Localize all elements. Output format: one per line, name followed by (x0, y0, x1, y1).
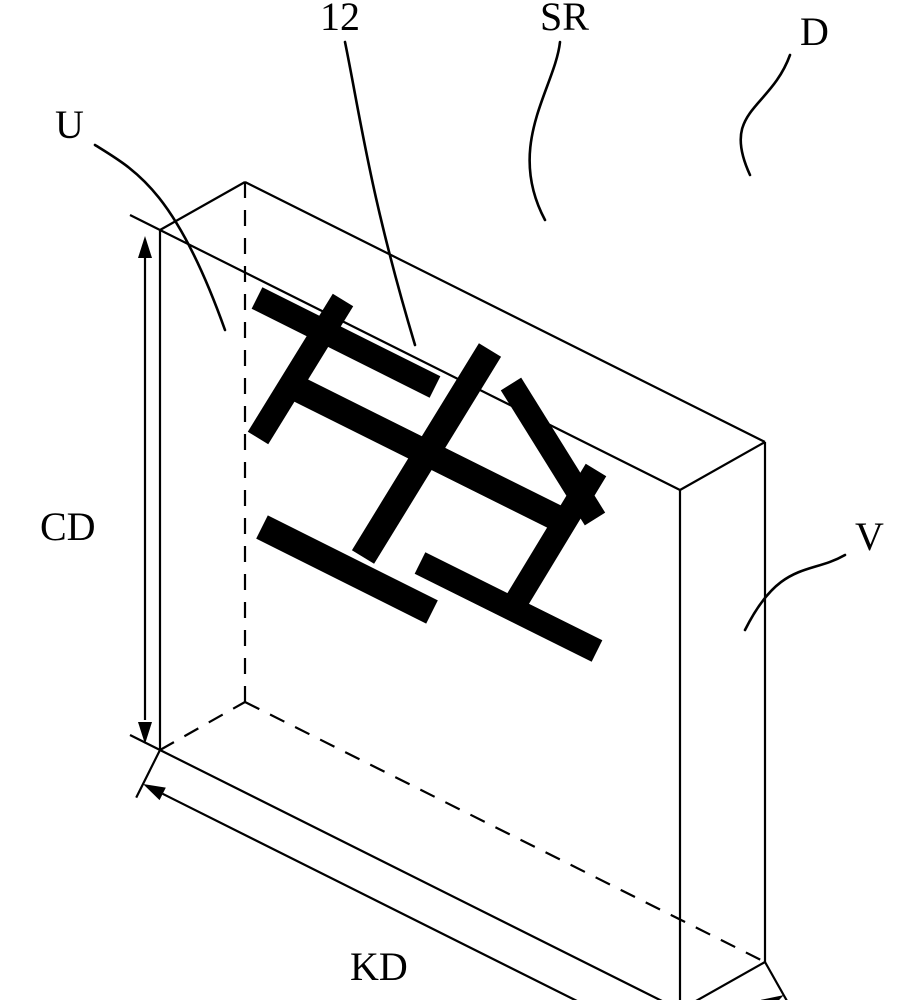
hd-ext-right (765, 962, 791, 1000)
label-V: V (855, 514, 884, 559)
edge-top-left (160, 182, 245, 230)
symbol-bar-6 (415, 552, 603, 661)
edge-top-right (680, 442, 765, 490)
label-KD: KD (350, 944, 408, 989)
center-symbol (248, 287, 606, 661)
kd-arrow-left (143, 784, 166, 800)
label-D: D (800, 9, 829, 54)
lead-D (741, 55, 790, 175)
lead-twelve (345, 42, 415, 345)
label-CD: CD (40, 504, 96, 549)
symbol-bar-5 (256, 515, 438, 623)
edge-bottom-front (160, 750, 680, 1000)
lead-V (745, 555, 845, 630)
hd-arrow-right (761, 995, 784, 1000)
label-U: U (55, 102, 84, 147)
cd-ext-top (130, 215, 160, 230)
label-12: 12 (320, 0, 360, 39)
cd-arrow-top (138, 236, 152, 258)
label-SR: SR (540, 0, 589, 39)
edge-bottom-right (680, 962, 765, 1000)
figure: CDKDHD12SRDUV (0, 0, 900, 1000)
edge-bottom-left-hidden (160, 702, 245, 750)
lead-SR (530, 42, 560, 220)
